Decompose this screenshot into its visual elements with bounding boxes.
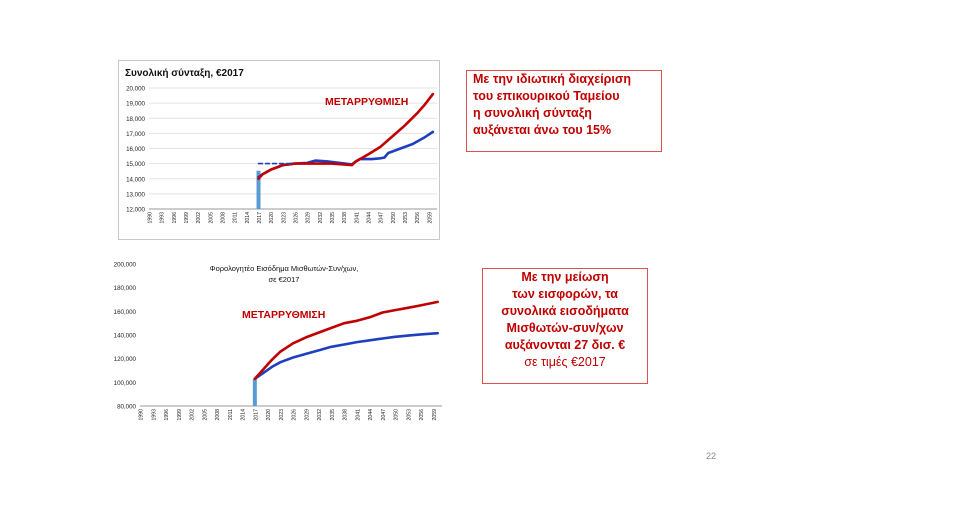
y-tick-label: 160,000: [114, 309, 137, 316]
y-tick-label: 16,000: [126, 146, 145, 153]
callout-income-line: των εισφορών, τα: [512, 287, 618, 301]
x-tick-label: 2032: [318, 212, 324, 224]
y-tick-label: 19,000: [126, 101, 145, 108]
callout-pension-line: του επικουρικού Ταμείου: [473, 89, 620, 103]
x-tick-label: 2017: [253, 409, 259, 421]
y-tick-label: 15,000: [126, 161, 145, 168]
x-tick-label: 2053: [403, 212, 409, 224]
callout-income-line: Μισθωτών-συν/χων: [506, 321, 624, 335]
y-tick-label: 18,000: [126, 116, 145, 123]
x-tick-label: 2020: [269, 212, 275, 224]
chart-taxable-income: 80,000 100,000 120,000 140,000 160,000 180,00…: [100, 258, 446, 436]
chart-title: Συνολική σύνταξη, €2017: [125, 68, 244, 79]
x-tick-label: 2026: [294, 212, 300, 224]
x-tick-label: 1996: [172, 212, 178, 224]
x-tick-label: 2035: [330, 212, 336, 224]
reform-marker-bar: [252, 378, 257, 406]
x-tick-label: 2038: [342, 212, 348, 224]
y-tick-label: 13,000: [126, 191, 145, 198]
x-tick-label: 2050: [394, 409, 400, 421]
y-tick-label: 17,000: [126, 131, 145, 138]
x-tick-label: 1993: [151, 409, 157, 421]
x-tick-label: 2041: [355, 409, 361, 421]
x-tick-label: 2029: [304, 409, 310, 421]
x-tick-label: 2047: [379, 212, 385, 224]
x-tick-label: 2008: [221, 212, 227, 224]
x-tick-label: 2020: [266, 409, 272, 421]
chart-total-pension: 12,000 13,000 14,000 15,000 16,000 17,000 18,0…: [118, 60, 440, 240]
y-tick-label: 120,000: [114, 356, 137, 363]
x-tick-label: 2011: [228, 409, 234, 420]
reform-annotation: ΜΕΤΑΡΡΥΘΜΙΣΗ: [325, 96, 408, 108]
reform-annotation: ΜΕΤΑΡΡΥΘΜΙΣΗ: [242, 309, 325, 321]
y-tick-label: 140,000: [114, 333, 137, 340]
x-tick-label: 2038: [343, 409, 349, 421]
x-tick-label: 2059: [432, 409, 438, 421]
x-tick-label: 1993: [160, 212, 166, 224]
x-tick-label: 2008: [215, 409, 221, 421]
x-tick-label: 2053: [406, 409, 412, 421]
x-tick-label: 2023: [279, 409, 285, 421]
y-tick-label: 100,000: [114, 380, 137, 387]
reform-marker-bar: [256, 170, 261, 209]
x-tick-label: 2044: [367, 212, 373, 224]
x-tick-label: 2059: [427, 212, 433, 224]
y-tick-label: 180,000: [114, 285, 137, 292]
callout-income-line: αυξάνονται 27 δισ. €: [504, 338, 626, 352]
x-tick-label: 2044: [368, 409, 374, 421]
x-tick-label: 2041: [354, 212, 360, 224]
x-tick-label: 2050: [391, 212, 397, 224]
series-line-reform: [257, 92, 435, 181]
chart-subtitle: σε €2017: [269, 275, 300, 284]
callout-income-line: συνολικά εισοδήματα: [501, 304, 629, 318]
callout-pension-line: αυξάνεται άνω του 15%: [473, 123, 612, 137]
callout-pension-line: Με την ιδιωτική διαχείριση: [473, 72, 632, 86]
x-tick-label: 2047: [381, 409, 387, 421]
x-tick-label: 2029: [306, 212, 312, 224]
chart-taxable-income-plot: 80,000 100,000 120,000 140,000 160,000 180,00…: [114, 262, 442, 421]
series-line-reform: [253, 300, 439, 381]
series-line-baseline: [253, 331, 439, 381]
y-tick-label: 20,000: [126, 86, 145, 93]
chart-total-pension-plot: 12,000 13,000 14,000 15,000 16,000 17,000 18,0…: [125, 68, 437, 224]
page-number: 22: [706, 451, 717, 461]
y-tick-label: 12,000: [126, 207, 145, 214]
y-tick-label: 14,000: [126, 176, 145, 183]
x-tick-label: 1996: [164, 409, 170, 421]
x-tick-label: 1999: [177, 409, 183, 421]
x-tick-label: 1990: [148, 212, 154, 224]
x-tick-label: 2032: [317, 409, 323, 421]
x-tick-label: 2005: [202, 409, 208, 421]
x-tick-label: 2011: [233, 212, 239, 223]
x-tick-label: 2023: [281, 212, 287, 224]
x-tick-label: 1999: [184, 212, 190, 224]
x-tick-label: 1990: [139, 409, 145, 421]
x-tick-label: 2014: [245, 212, 251, 224]
x-tick-label: 2026: [292, 409, 298, 421]
callout-pension-line: η συνολική σύνταξη: [473, 106, 592, 120]
callout-income: Με την μείωση των εισφορών, τα συνολικά …: [482, 268, 648, 384]
x-tick-label: 2002: [190, 409, 196, 421]
x-tick-label: 2056: [415, 212, 421, 224]
x-tick-label: 2005: [208, 212, 214, 224]
x-tick-label: 2002: [196, 212, 202, 224]
x-tick-label: 2014: [241, 409, 247, 421]
x-tick-label: 2035: [330, 409, 336, 421]
y-tick-label: 80,000: [117, 404, 136, 411]
callout-pension: Με την ιδιωτική διαχείριση του επικουρικ…: [466, 70, 662, 152]
x-tick-label: 2056: [419, 409, 425, 421]
x-tick-label: 2017: [257, 212, 263, 224]
callout-income-note: σε τιμές €2017: [524, 355, 606, 369]
callout-income-line: Με την μείωση: [521, 270, 609, 284]
series-line-baseline: [257, 130, 435, 179]
y-tick-label: 200,000: [114, 262, 137, 269]
chart-title: Φορολογητέο Εισόδημα Μισθωτών-Συν/χων,: [210, 264, 359, 273]
